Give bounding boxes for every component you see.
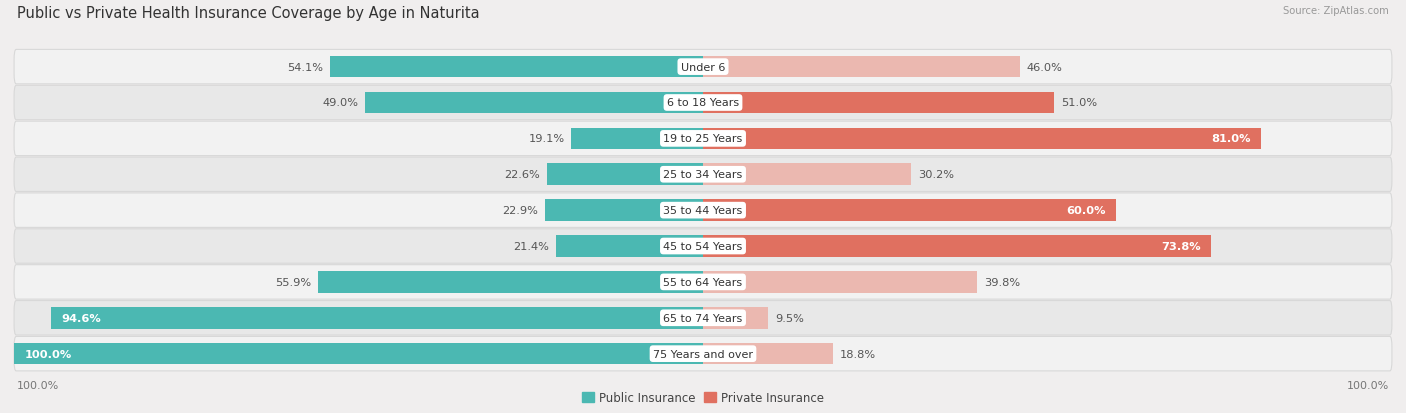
Bar — [703, 93, 1054, 114]
FancyBboxPatch shape — [14, 50, 1392, 85]
FancyBboxPatch shape — [14, 337, 1392, 371]
Text: 81.0%: 81.0% — [1211, 134, 1251, 144]
FancyBboxPatch shape — [14, 265, 1392, 299]
Text: 19.1%: 19.1% — [529, 134, 565, 144]
Bar — [703, 200, 1116, 221]
Legend: Public Insurance, Private Insurance: Public Insurance, Private Insurance — [578, 388, 828, 408]
Text: Public vs Private Health Insurance Coverage by Age in Naturita: Public vs Private Health Insurance Cover… — [17, 6, 479, 21]
Text: 94.6%: 94.6% — [62, 313, 101, 323]
Text: 60.0%: 60.0% — [1067, 206, 1107, 216]
Text: Under 6: Under 6 — [681, 62, 725, 72]
Text: 35 to 44 Years: 35 to 44 Years — [664, 206, 742, 216]
Text: 46.0%: 46.0% — [1026, 62, 1063, 72]
Text: 22.9%: 22.9% — [502, 206, 538, 216]
FancyBboxPatch shape — [14, 193, 1392, 228]
FancyBboxPatch shape — [14, 158, 1392, 192]
Text: 30.2%: 30.2% — [918, 170, 953, 180]
Text: 54.1%: 54.1% — [287, 62, 323, 72]
Text: 9.5%: 9.5% — [775, 313, 804, 323]
Text: 39.8%: 39.8% — [984, 277, 1021, 287]
Text: 55.9%: 55.9% — [274, 277, 311, 287]
Text: 21.4%: 21.4% — [513, 242, 548, 252]
Bar — [703, 271, 977, 293]
Bar — [51, 307, 703, 329]
Text: 55 to 64 Years: 55 to 64 Years — [664, 277, 742, 287]
Text: 22.6%: 22.6% — [505, 170, 540, 180]
Text: Source: ZipAtlas.com: Source: ZipAtlas.com — [1284, 6, 1389, 16]
Bar — [14, 343, 703, 365]
Text: 6 to 18 Years: 6 to 18 Years — [666, 98, 740, 108]
Text: 65 to 74 Years: 65 to 74 Years — [664, 313, 742, 323]
FancyBboxPatch shape — [14, 301, 1392, 335]
Bar — [330, 57, 703, 78]
Text: 100.0%: 100.0% — [17, 380, 59, 390]
Text: 73.8%: 73.8% — [1161, 242, 1201, 252]
Bar — [703, 307, 769, 329]
Text: 49.0%: 49.0% — [322, 98, 359, 108]
FancyBboxPatch shape — [14, 229, 1392, 263]
Bar — [703, 57, 1019, 78]
Bar — [703, 236, 1212, 257]
Bar — [703, 128, 1261, 150]
Bar — [703, 343, 832, 365]
Bar — [571, 128, 703, 150]
Bar — [318, 271, 703, 293]
FancyBboxPatch shape — [14, 86, 1392, 121]
Bar — [703, 164, 911, 185]
Text: 18.8%: 18.8% — [839, 349, 876, 359]
Text: 25 to 34 Years: 25 to 34 Years — [664, 170, 742, 180]
FancyBboxPatch shape — [14, 122, 1392, 156]
Bar — [546, 200, 703, 221]
Text: 100.0%: 100.0% — [1347, 380, 1389, 390]
Text: 100.0%: 100.0% — [24, 349, 72, 359]
Text: 19 to 25 Years: 19 to 25 Years — [664, 134, 742, 144]
Text: 75 Years and over: 75 Years and over — [652, 349, 754, 359]
Text: 45 to 54 Years: 45 to 54 Years — [664, 242, 742, 252]
Bar — [366, 93, 703, 114]
Text: 51.0%: 51.0% — [1062, 98, 1097, 108]
Bar — [547, 164, 703, 185]
Bar — [555, 236, 703, 257]
